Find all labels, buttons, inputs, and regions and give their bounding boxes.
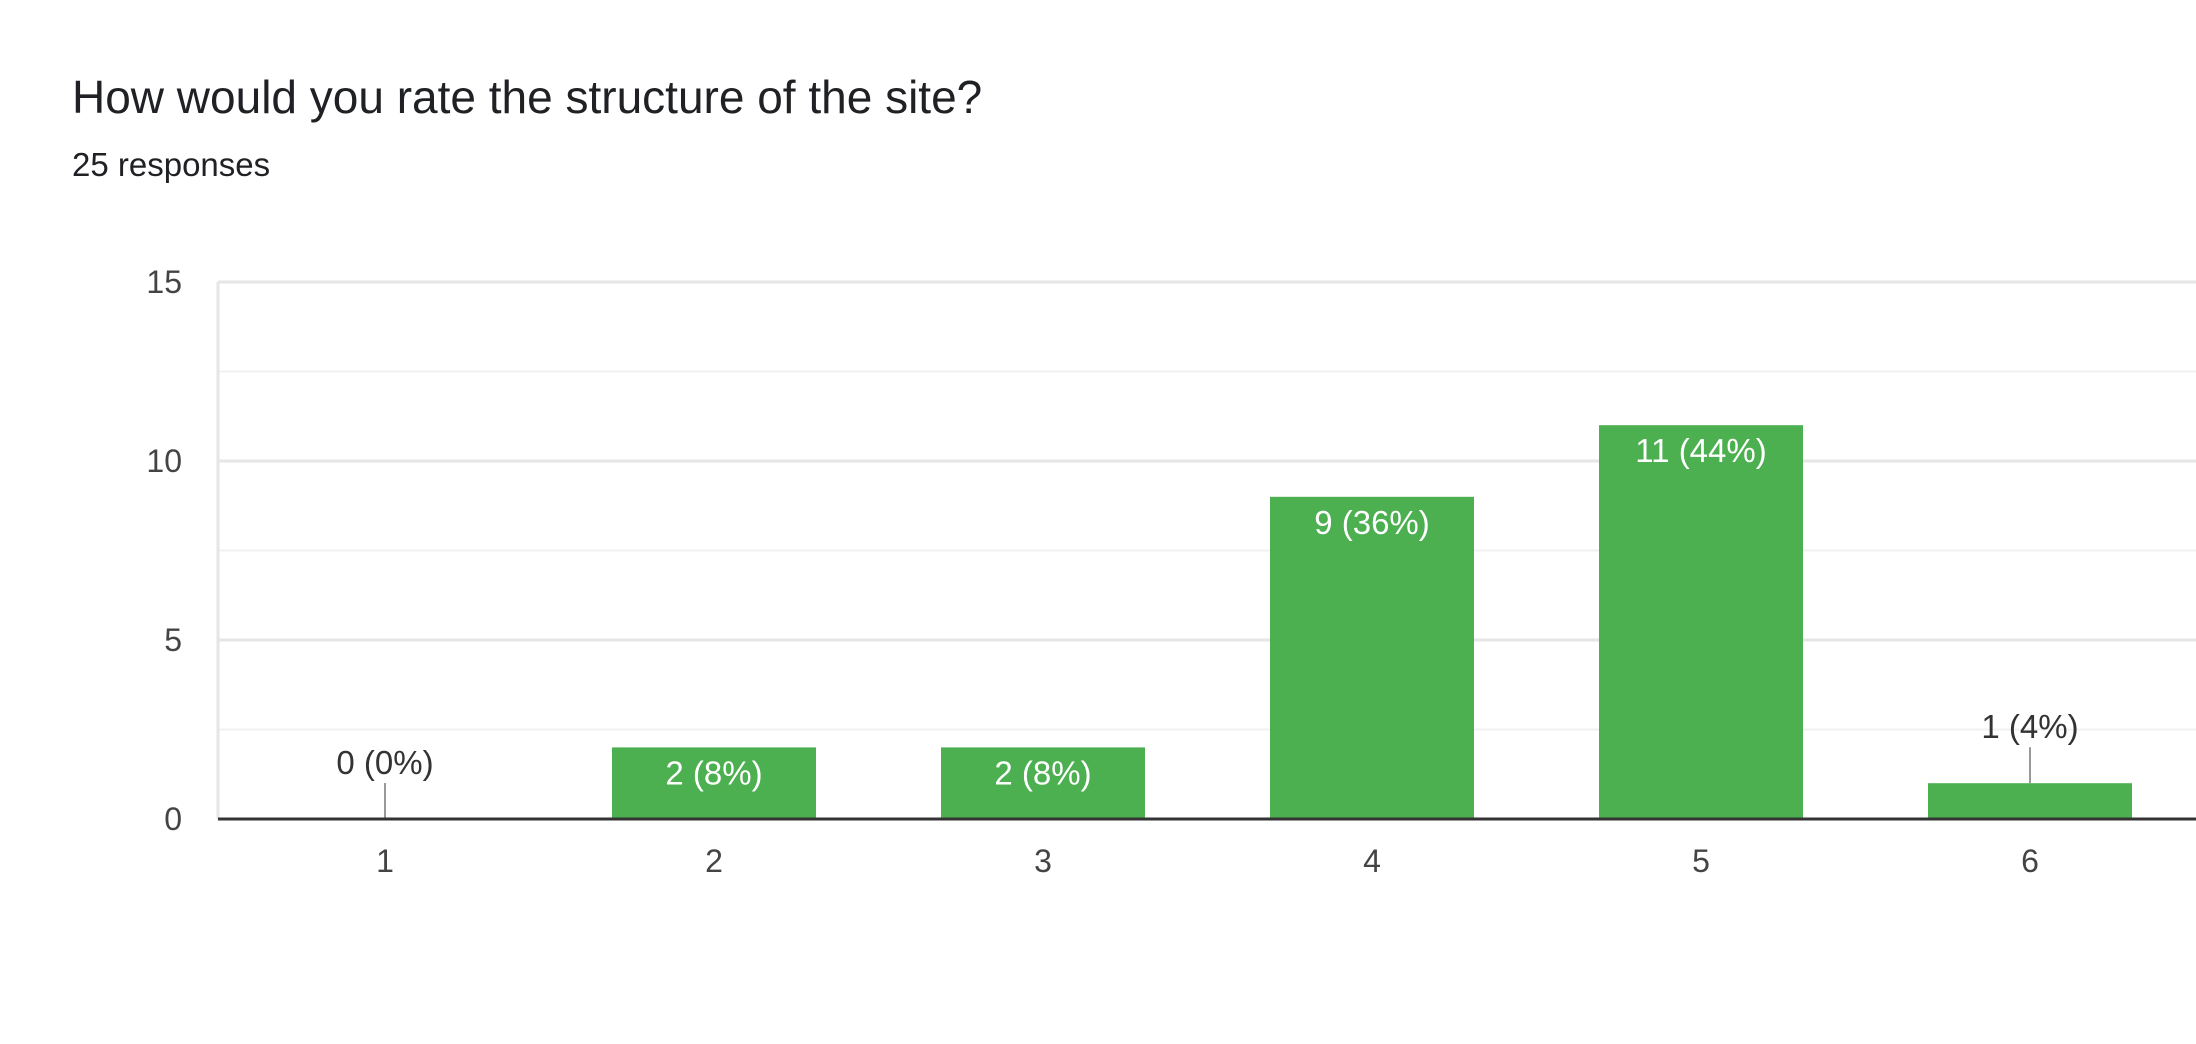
x-tick-label: 1 [376, 843, 394, 879]
data-label-4: 9 (36%) [1314, 504, 1430, 541]
y-tick-label: 10 [146, 443, 182, 479]
x-tick-label: 5 [1692, 843, 1710, 879]
bar-6 [1928, 783, 2132, 819]
data-label-5: 11 (44%) [1635, 432, 1766, 469]
y-tick-label: 15 [146, 264, 182, 300]
y-tick-label: 0 [164, 801, 182, 837]
response-count: 25 responses [72, 146, 271, 183]
bar-2 [612, 747, 816, 819]
bar-3 [941, 747, 1145, 819]
bar-4 [1270, 496, 1474, 819]
x-tick-label: 6 [2021, 843, 2039, 879]
data-label-6: 1 (4%) [1981, 708, 2078, 745]
x-tick-label: 4 [1363, 843, 1381, 879]
bar-5 [1599, 425, 1803, 819]
data-label-1: 0 (0%) [336, 744, 433, 781]
data-label-2: 2 (8%) [665, 754, 762, 791]
x-tick-label: 3 [1034, 843, 1052, 879]
data-label-3: 2 (8%) [994, 754, 1091, 791]
y-tick-label: 5 [164, 622, 182, 658]
x-tick-label: 2 [705, 843, 723, 879]
chart-title: How would you rate the structure of the … [72, 71, 983, 123]
